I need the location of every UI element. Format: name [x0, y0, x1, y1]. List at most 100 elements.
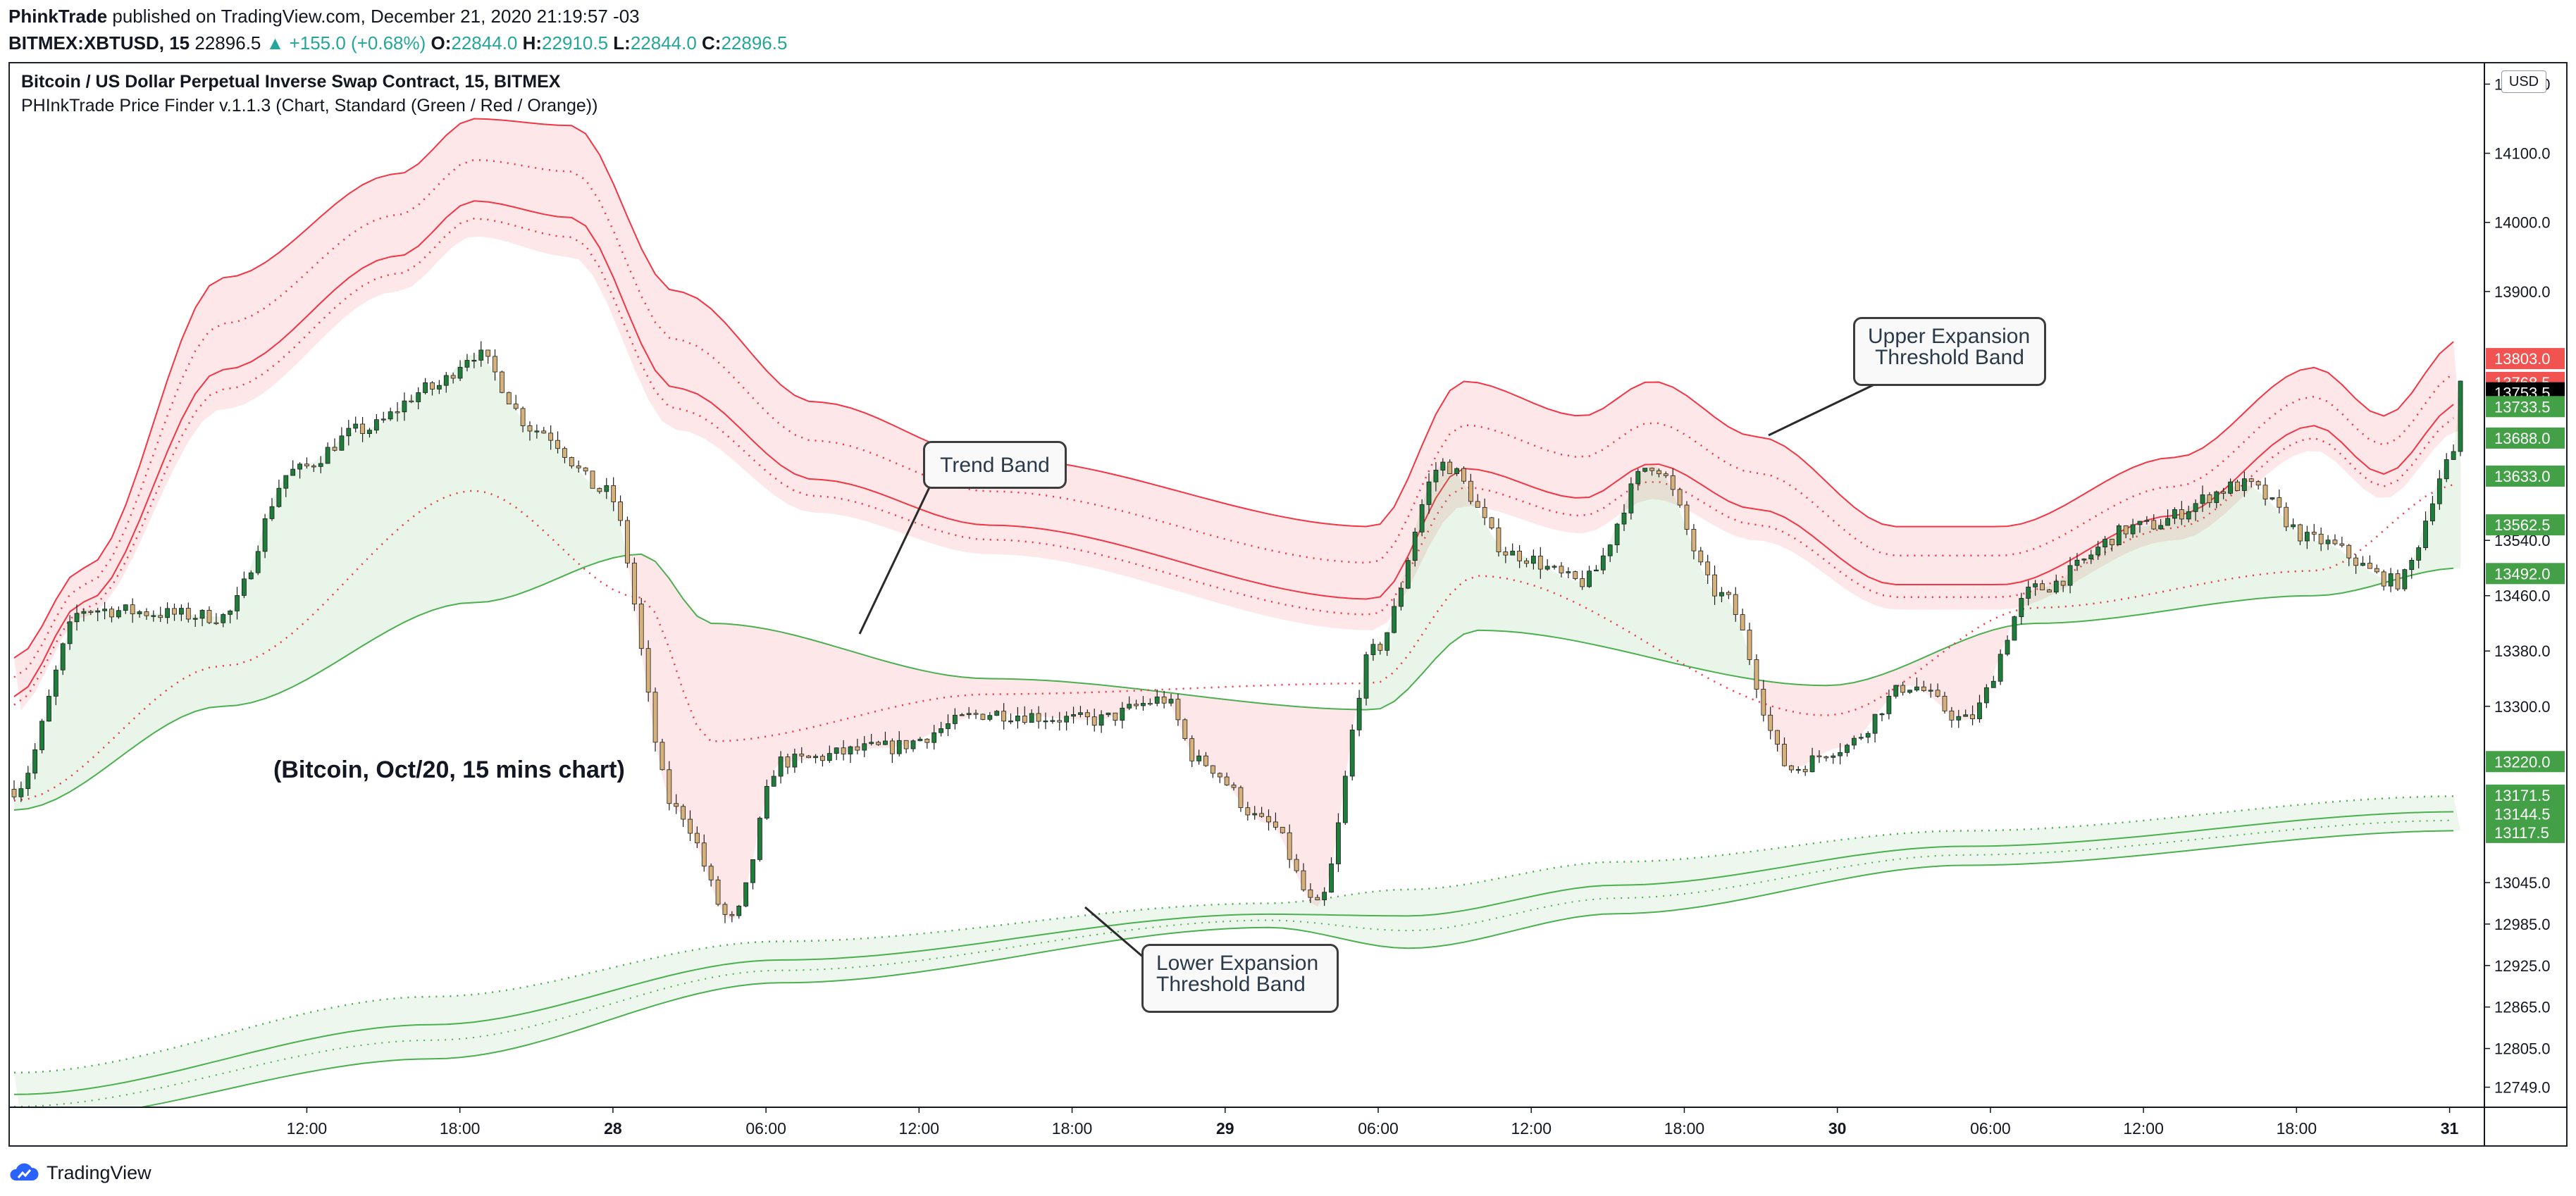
- candle-body: [221, 613, 226, 623]
- candle-body: [1559, 566, 1564, 573]
- x-tick-label: 18:00: [1664, 1119, 1705, 1138]
- candle-body: [1907, 690, 1912, 693]
- candle-body: [1217, 773, 1222, 778]
- candle-body: [464, 360, 470, 368]
- candle-body: [1845, 745, 1850, 753]
- candle-body: [1983, 687, 1989, 704]
- candle-body: [876, 742, 881, 745]
- candle-body: [228, 610, 233, 615]
- price-label-box: [2486, 803, 2565, 825]
- candle-body: [1949, 710, 1955, 721]
- candle-body: [367, 430, 372, 435]
- candle-body: [2053, 580, 2059, 593]
- chart-title: Bitcoin / US Dollar Perpetual Inverse Sw…: [21, 72, 561, 92]
- footer: TradingView: [8, 1155, 151, 1190]
- candle-body: [2339, 543, 2345, 546]
- lower-band-label-2: Threshold Band: [1156, 973, 1306, 996]
- candle-body: [1544, 566, 1550, 570]
- trend-band-green-fill: [14, 354, 2460, 810]
- candle-body: [2019, 598, 2024, 617]
- candle-body: [1336, 822, 1341, 864]
- author-name[interactable]: PhinkTrade: [8, 6, 108, 27]
- candle-body: [213, 622, 219, 624]
- candle-body: [2311, 532, 2317, 535]
- candle-body: [1329, 864, 1334, 893]
- open-value: 22844.0: [451, 32, 518, 54]
- candle-body: [1147, 703, 1153, 705]
- candle-body: [1475, 501, 1480, 508]
- candle-body: [729, 914, 735, 916]
- candle-body: [206, 610, 212, 623]
- candle-body: [1802, 768, 1808, 773]
- candle-body: [1795, 768, 1801, 771]
- candle-body: [332, 447, 338, 451]
- candle-body: [172, 608, 177, 615]
- ohlc-line: BITMEX:XBTUSD, 15 22896.5 ▲ +155.0 (+0.6…: [8, 30, 2545, 56]
- chart-frame[interactable]: [8, 62, 2568, 1147]
- x-tick-label: 30: [1828, 1119, 1847, 1138]
- candle-body: [1600, 555, 1606, 571]
- candle-body: [1036, 713, 1041, 722]
- candle-body: [1363, 654, 1369, 699]
- publish-header: PhinkTrade published on TradingView.com,…: [8, 3, 2545, 56]
- candle-body: [994, 711, 1000, 716]
- candle-body: [151, 615, 156, 617]
- candle-body: [1990, 680, 1996, 688]
- candle-body: [2040, 583, 2045, 590]
- candle-body: [1552, 566, 1557, 568]
- y-tick-label: 13900.0: [2494, 283, 2551, 301]
- candle-body: [1782, 744, 1787, 766]
- candle-body: [1740, 614, 1745, 630]
- x-tick-label: 12:00: [2123, 1119, 2164, 1138]
- candle-body: [645, 648, 651, 693]
- trend-band-pointer: [858, 485, 931, 635]
- footer-brand[interactable]: TradingView: [47, 1161, 151, 1183]
- candle-body: [1349, 729, 1355, 777]
- candle-body: [2026, 587, 2031, 599]
- x-tick-label: 18:00: [1052, 1119, 1093, 1138]
- candle-body: [1210, 765, 1215, 774]
- candle-body: [199, 610, 205, 619]
- candle-body: [102, 609, 107, 611]
- price-label-text: 13492.0: [2494, 565, 2551, 583]
- candle-body: [569, 457, 574, 466]
- candle-body: [1921, 686, 1926, 692]
- candle-body: [1182, 719, 1188, 740]
- y-tick-label: 12925.0: [2494, 957, 2551, 975]
- candle-body: [2248, 478, 2254, 482]
- candle-body: [32, 749, 38, 774]
- candle-body: [1057, 720, 1063, 723]
- candle-body: [2270, 497, 2275, 500]
- candle-body: [903, 740, 909, 749]
- y-tick-label: 13460.0: [2494, 587, 2551, 605]
- candle-body: [1816, 755, 1822, 757]
- candle-body: [109, 609, 114, 618]
- candle-body: [764, 785, 769, 818]
- candle-body: [185, 608, 191, 620]
- candle-body: [848, 746, 853, 754]
- candle-body: [1935, 690, 1940, 697]
- candle-body: [597, 487, 602, 492]
- plot-layer: [11, 118, 2463, 1107]
- candle-body: [1900, 685, 1906, 693]
- candle-body: [1113, 712, 1118, 721]
- lower-band-label-1: Lower Expansion: [1156, 952, 1319, 975]
- currency-button[interactable]: USD: [2501, 70, 2546, 93]
- candle-body: [304, 463, 309, 466]
- y-tick-label: 13380.0: [2494, 642, 2551, 660]
- candle-body: [2046, 590, 2052, 593]
- candle-body: [1461, 468, 1466, 482]
- candle-body: [144, 611, 149, 616]
- candle-body: [883, 740, 888, 745]
- price-label-box: [2486, 784, 2565, 806]
- candle-body: [1747, 630, 1752, 660]
- candle-body: [688, 818, 693, 834]
- candle-body: [2228, 481, 2233, 494]
- candle-body: [1168, 699, 1174, 704]
- candle-body: [25, 773, 31, 790]
- price-label-box: [2486, 821, 2565, 843]
- candle-body: [631, 562, 637, 604]
- candle-body: [360, 423, 365, 435]
- candle-body: [74, 613, 80, 623]
